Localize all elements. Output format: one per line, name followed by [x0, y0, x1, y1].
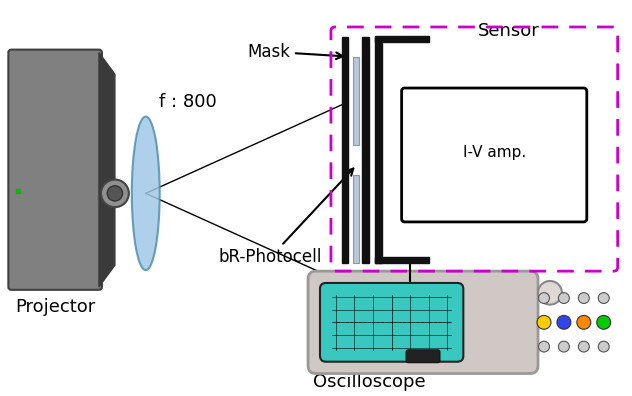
Bar: [375, 37, 382, 263]
Circle shape: [538, 341, 549, 352]
FancyBboxPatch shape: [8, 50, 102, 290]
Circle shape: [538, 293, 549, 303]
Polygon shape: [99, 53, 115, 287]
Bar: [353, 175, 359, 263]
Circle shape: [577, 316, 591, 329]
Text: I-V amp.: I-V amp.: [463, 145, 526, 160]
FancyBboxPatch shape: [401, 88, 586, 222]
Bar: [362, 37, 368, 263]
Text: f : 800: f : 800: [159, 93, 216, 110]
Bar: [342, 37, 348, 263]
Text: Oscilloscope: Oscilloscope: [313, 373, 426, 390]
Circle shape: [101, 179, 129, 207]
Circle shape: [557, 316, 571, 329]
Bar: [375, 257, 430, 263]
Text: bR-Photocell: bR-Photocell: [219, 169, 353, 267]
Circle shape: [107, 186, 123, 201]
Text: Mask: Mask: [247, 43, 343, 61]
FancyBboxPatch shape: [320, 283, 463, 362]
Bar: [353, 57, 359, 145]
Circle shape: [578, 293, 589, 303]
Ellipse shape: [132, 116, 160, 270]
Circle shape: [599, 293, 609, 303]
Circle shape: [537, 316, 551, 329]
Circle shape: [578, 341, 589, 352]
FancyBboxPatch shape: [308, 271, 538, 373]
Circle shape: [538, 281, 562, 305]
Circle shape: [599, 341, 609, 352]
FancyBboxPatch shape: [406, 350, 440, 363]
Bar: [375, 36, 430, 42]
Circle shape: [559, 293, 569, 303]
Circle shape: [559, 341, 569, 352]
Text: Projector: Projector: [15, 298, 95, 316]
Circle shape: [597, 316, 611, 329]
Text: Sensor: Sensor: [478, 22, 540, 40]
